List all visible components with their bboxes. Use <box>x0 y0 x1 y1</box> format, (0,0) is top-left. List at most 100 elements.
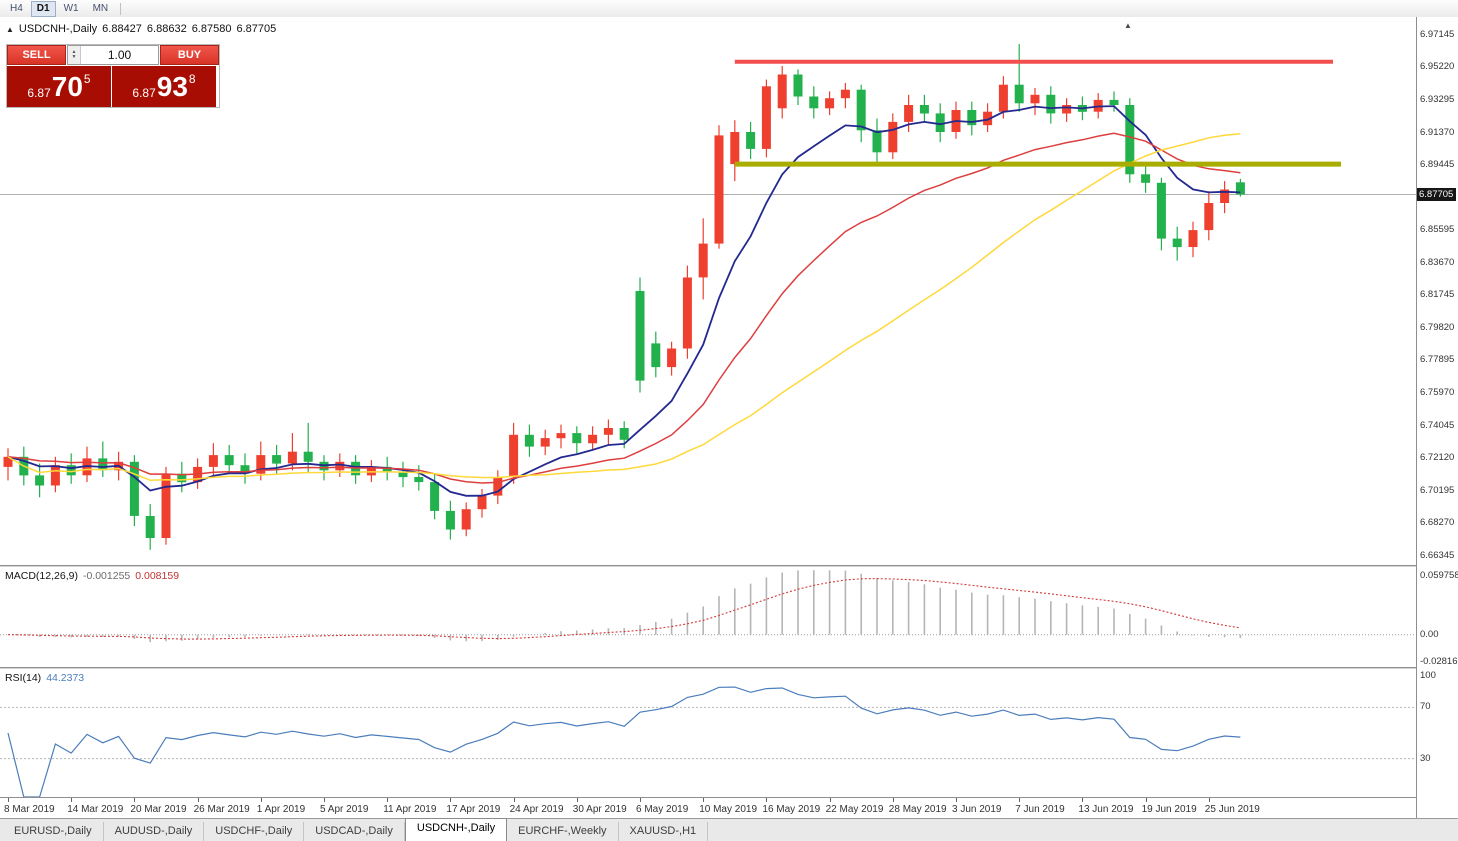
timeframe-button-h4[interactable]: H4 <box>10 2 23 14</box>
time-axis-label: 3 Jun 2019 <box>952 804 1002 815</box>
price-axis-tick-label: 6.77895 <box>1420 354 1455 366</box>
time-axis-tick <box>134 798 136 802</box>
buy-button[interactable]: BUY <box>160 45 219 65</box>
price-axis-tick-label: 6.68270 <box>1420 517 1455 529</box>
chart-close-value: 6.87705 <box>236 23 277 35</box>
timeframe-toolbar: H4 D1 W1 MN <box>0 0 1458 18</box>
time-axis-tick <box>576 798 578 802</box>
buy-price-big-digits: 93 <box>156 70 188 102</box>
time-axis-tick <box>260 798 262 802</box>
one-click-trading-toggle-icon[interactable]: ▲ <box>6 24 14 34</box>
rsi-line <box>7 686 1241 797</box>
time-axis-tick <box>829 798 831 802</box>
buy-price-pipette: 8 <box>188 72 196 86</box>
rsi-axis-label: 100 <box>1420 670 1436 681</box>
price-axis-tick-label: 6.79820 <box>1420 321 1455 333</box>
time-axis-tick <box>1082 798 1084 802</box>
time-axis-tick <box>640 798 641 802</box>
macd-signal-line <box>7 578 1241 640</box>
time-axis-label: 7 Jun 2019 <box>1015 804 1065 815</box>
buy-price-prefix: 6.87 <box>132 86 156 100</box>
timeframe-button-w1[interactable]: W1 <box>63 2 79 14</box>
chart-symbol-label: USDCNH-,Daily <box>18 23 98 35</box>
macd-histogram <box>22 570 1242 643</box>
price-axis-tick-label: 6.83670 <box>1420 256 1455 268</box>
macd-pane[interactable]: MACD(12,26,9) -0.001255 0.008159 <box>0 567 1416 667</box>
volume-spinner-icon[interactable]: ▲ ▼ <box>68 46 81 64</box>
time-axis-label: 1 Apr 2019 <box>256 804 306 815</box>
rsi-label: RSI(14) 44.2373 <box>5 672 84 684</box>
time-axis-label: 19 Jun 2019 <box>1141 804 1197 815</box>
time-axis[interactable]: 8 Mar 2019 14 Mar 2019 20 Mar 2019 26 Mar 2… <box>0 797 1416 819</box>
price-axis-tick-label: 6.66345 <box>1420 549 1455 561</box>
sell-button[interactable]: SELL <box>7 45 66 65</box>
macd-name: MACD(12,26,9) <box>5 570 78 582</box>
toolbar-separator <box>120 2 122 15</box>
time-axis-tick <box>766 798 768 802</box>
time-axis-tick <box>513 798 515 802</box>
time-axis-label: 11 Apr 2019 <box>383 804 437 815</box>
macd-axis-label: -0.02816 <box>1420 656 1458 667</box>
price-axis-tick-label: 6.91370 <box>1420 126 1455 138</box>
rsi-canvas[interactable] <box>0 669 1416 797</box>
time-axis-label: 30 Apr 2019 <box>572 804 627 815</box>
time-axis-label: 16 May 2019 <box>762 804 821 815</box>
chart-tab-usdcad[interactable]: USDCAD-,Daily <box>304 822 405 841</box>
price-axis[interactable]: 6.97145 6.95220 6.93295 6.91370 6.89445 6.855… <box>1416 17 1458 818</box>
time-axis-label: 28 May 2019 <box>888 804 947 815</box>
sell-price-prefix: 6.87 <box>27 86 51 100</box>
sell-price-display[interactable]: 6.87 70 5 <box>7 66 111 107</box>
moving-averages-layer <box>7 105 1241 497</box>
sell-price-big-digits: 70 <box>51 70 83 102</box>
time-axis-tick <box>450 798 452 802</box>
chart-ohlc-header: ▲ USDCNH-,Daily 6.88427 6.88632 6.87580 … <box>6 23 276 35</box>
horizontal-level-lines <box>734 59 1341 167</box>
price-axis-tick-label: 6.85595 <box>1420 224 1455 236</box>
pane-divider[interactable] <box>0 565 1458 568</box>
main-chart-pane[interactable]: ▲ USDCNH-,Daily 6.88427 6.88632 6.87580 … <box>0 17 1416 565</box>
time-axis-tick <box>1145 798 1147 802</box>
chart-high-value: 6.88632 <box>146 23 187 35</box>
candles-layer <box>3 44 1245 550</box>
macd-signal-value: 0.008159 <box>135 570 180 582</box>
time-axis-tick <box>1019 798 1021 802</box>
price-axis-tick-label: 6.81745 <box>1420 289 1455 301</box>
macd-axis-label: 0.00 <box>1420 628 1439 640</box>
rsi-pane[interactable]: RSI(14) 44.2373 <box>0 669 1416 797</box>
time-axis-label: 10 May 2019 <box>699 804 758 815</box>
one-click-trading-panel: SELL ▲ ▼ 1.00 BUY 6.87 70 5 6.87 93 8 <box>6 44 220 108</box>
time-axis-label: 6 May 2019 <box>636 804 689 815</box>
main-chart-canvas[interactable] <box>0 17 1416 565</box>
chart-tab-usdcnh[interactable]: USDCNH-,Daily <box>404 818 508 841</box>
price-axis-tick-label: 6.93295 <box>1420 93 1455 105</box>
macd-axis-label: 0.059758 <box>1420 570 1458 581</box>
time-axis-label: 26 Mar 2019 <box>193 804 250 815</box>
chart-tab-eurchf[interactable]: EURCHF-,Weekly <box>507 822 619 841</box>
chart-tab-xauusd[interactable]: XAUUSD-,H1 <box>619 822 709 841</box>
chart-tab-audusd[interactable]: AUDUSD-,Daily <box>104 822 205 841</box>
time-axis-label: 17 Apr 2019 <box>446 804 501 815</box>
pane-divider[interactable] <box>0 667 1458 670</box>
price-axis-tick-label: 6.74045 <box>1420 419 1455 431</box>
time-axis-label: 25 Jun 2019 <box>1204 804 1260 815</box>
macd-main-value: -0.001255 <box>82 570 131 582</box>
chart-low-value: 6.87580 <box>191 23 232 35</box>
price-axis-tick-label: 6.70195 <box>1420 484 1455 496</box>
chart-shift-marker-icon[interactable]: ▲ <box>1124 21 1132 30</box>
price-axis-tick-label: 6.95220 <box>1420 61 1455 73</box>
macd-canvas[interactable] <box>0 567 1416 667</box>
time-axis-label: 24 Apr 2019 <box>509 804 564 815</box>
time-axis-tick <box>197 798 199 802</box>
sell-price-pipette: 5 <box>83 72 91 86</box>
timeframe-button-d1[interactable]: D1 <box>30 0 56 17</box>
rsi-axis-label: 30 <box>1420 752 1431 764</box>
timeframe-button-mn[interactable]: MN <box>92 2 109 14</box>
volume-value[interactable]: 1.00 <box>107 48 132 62</box>
time-axis-tick <box>71 798 73 802</box>
chart-tab-eurusd[interactable]: EURUSD-,Daily <box>3 822 104 841</box>
buy-price-display[interactable]: 6.87 93 8 <box>112 66 216 107</box>
volume-input[interactable]: ▲ ▼ 1.00 <box>67 45 159 65</box>
chart-tab-usdchf[interactable]: USDCHF-,Daily <box>204 822 305 841</box>
chart-open-value: 6.88427 <box>102 23 142 35</box>
time-axis-label: 22 May 2019 <box>825 804 884 815</box>
